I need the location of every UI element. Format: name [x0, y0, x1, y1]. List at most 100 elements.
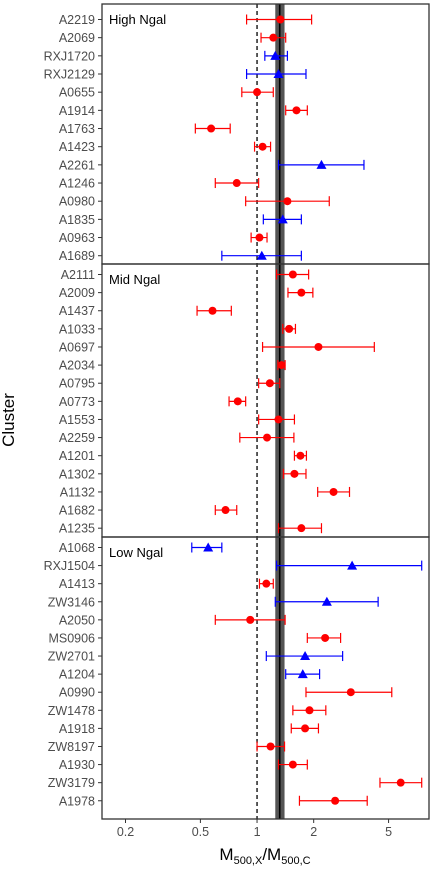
data-point-circle [396, 778, 405, 787]
y-tick-label: A1235 [59, 522, 95, 536]
data-point-circle [274, 415, 283, 424]
panel-label: Low Ngal [109, 545, 163, 560]
y-tick-label: A0795 [59, 377, 95, 391]
x-axis-title-sub2: 500,C [281, 855, 310, 867]
data-point-circle [233, 397, 242, 406]
data-point-circle [329, 487, 338, 496]
y-tick-label: A1918 [59, 722, 95, 736]
data-point-circle [297, 524, 306, 533]
x-axis-title-sub1: 500,X [234, 855, 263, 867]
y-axis-title: Cluster [0, 393, 18, 447]
y-tick-label: A0980 [59, 195, 95, 209]
y-tick-label: A1132 [60, 485, 95, 499]
y-tick-label: ZW1478 [48, 704, 95, 718]
x-tick-label: 5 [385, 825, 392, 839]
data-point-triangle [277, 214, 288, 224]
data-point-triangle [270, 50, 281, 60]
data-point-circle [232, 179, 241, 188]
y-tick-label: ZW8197 [48, 740, 95, 754]
data-point-triangle [203, 542, 214, 552]
y-tick-label: A1033 [59, 322, 95, 336]
y-tick-label: A0990 [59, 686, 95, 700]
panel-frame [101, 3, 430, 265]
x-axis-title-main: M [219, 845, 233, 864]
data-point-circle [288, 270, 297, 279]
data-point-circle [253, 88, 262, 97]
panel-frame [101, 536, 430, 820]
data-point-circle [263, 433, 272, 442]
y-tick-label: A1930 [59, 758, 95, 772]
y-tick-label: A1553 [59, 413, 95, 427]
y-tick-label: A2034 [59, 359, 95, 373]
y-tick-label: A1423 [59, 140, 95, 154]
data-point-triangle [321, 596, 332, 606]
y-tick-label: A2219 [59, 13, 95, 27]
x-tick-label: 2 [310, 825, 317, 839]
y-tick-label: A1204 [59, 668, 95, 682]
y-tick-label: A2069 [59, 31, 95, 45]
panel-label: High Ngal [109, 12, 166, 27]
data-point-circle [207, 124, 216, 133]
y-tick-label: A0655 [59, 86, 95, 100]
y-tick-label: A1914 [59, 104, 95, 118]
y-tick-label: A2259 [59, 431, 95, 445]
y-tick-label: A1682 [59, 504, 95, 518]
y-tick-label: A1413 [59, 577, 95, 591]
x-tick-label: 1 [254, 825, 261, 839]
data-point-circle [208, 306, 217, 315]
y-tick-label: ZW3179 [48, 776, 95, 790]
data-point-circle [283, 197, 292, 206]
data-point-circle [276, 15, 285, 24]
data-point-circle [290, 469, 299, 478]
y-tick-label: A0963 [59, 231, 95, 245]
y-tick-label: RXJ2129 [44, 68, 95, 82]
data-point-circle [346, 688, 355, 697]
data-point-circle [305, 706, 314, 715]
data-point-circle [246, 615, 255, 624]
data-point-circle [258, 142, 267, 151]
data-point-circle [301, 724, 310, 733]
y-tick-label: ZW3146 [48, 595, 95, 609]
data-point-circle [292, 106, 301, 115]
data-point-triangle [316, 159, 327, 169]
y-tick-label: A0697 [59, 340, 95, 354]
x-axis-title-slash: /M [262, 845, 281, 864]
data-point-circle [297, 288, 306, 297]
data-point-triangle [256, 250, 267, 260]
y-tick-label: A1246 [59, 177, 95, 191]
y-tick-label: RXJ1504 [44, 559, 95, 573]
data-point-circle [221, 506, 230, 515]
data-point-circle [265, 379, 274, 388]
y-tick-label: ZW2701 [48, 650, 95, 664]
y-tick-label: A1689 [59, 249, 95, 263]
data-point-circle [288, 760, 297, 769]
x-tick-label: 0.5 [192, 825, 209, 839]
y-tick-label: A1763 [59, 122, 95, 136]
y-tick-label: A1068 [59, 541, 95, 555]
x-axis-title: M500,X/M500,C [219, 845, 310, 867]
data-point-triangle [347, 560, 358, 570]
y-tick-label: A2050 [59, 613, 95, 627]
data-point-circle [314, 342, 323, 351]
data-point-circle [262, 579, 271, 588]
data-point-triangle [300, 651, 311, 661]
x-tick-label: 0.2 [117, 825, 134, 839]
data-point-triangle [273, 69, 284, 79]
y-tick-label: A1302 [59, 467, 95, 481]
data-point-circle [255, 233, 264, 242]
data-point-circle [321, 633, 330, 642]
data-point-circle [266, 742, 275, 751]
data-point-circle [285, 324, 294, 333]
y-tick-label: A2261 [59, 158, 95, 172]
data-point-circle [331, 796, 340, 805]
y-tick-label: A2009 [59, 286, 95, 300]
y-tick-label: A0773 [59, 395, 95, 409]
data-point-circle [269, 33, 278, 42]
panel-frame [101, 263, 430, 538]
y-tick-label: A1835 [59, 213, 95, 227]
data-point-circle [296, 451, 305, 460]
y-tick-label: MS0906 [48, 631, 95, 645]
y-tick-label: A1437 [59, 304, 95, 318]
y-tick-label: RXJ1720 [44, 49, 95, 63]
